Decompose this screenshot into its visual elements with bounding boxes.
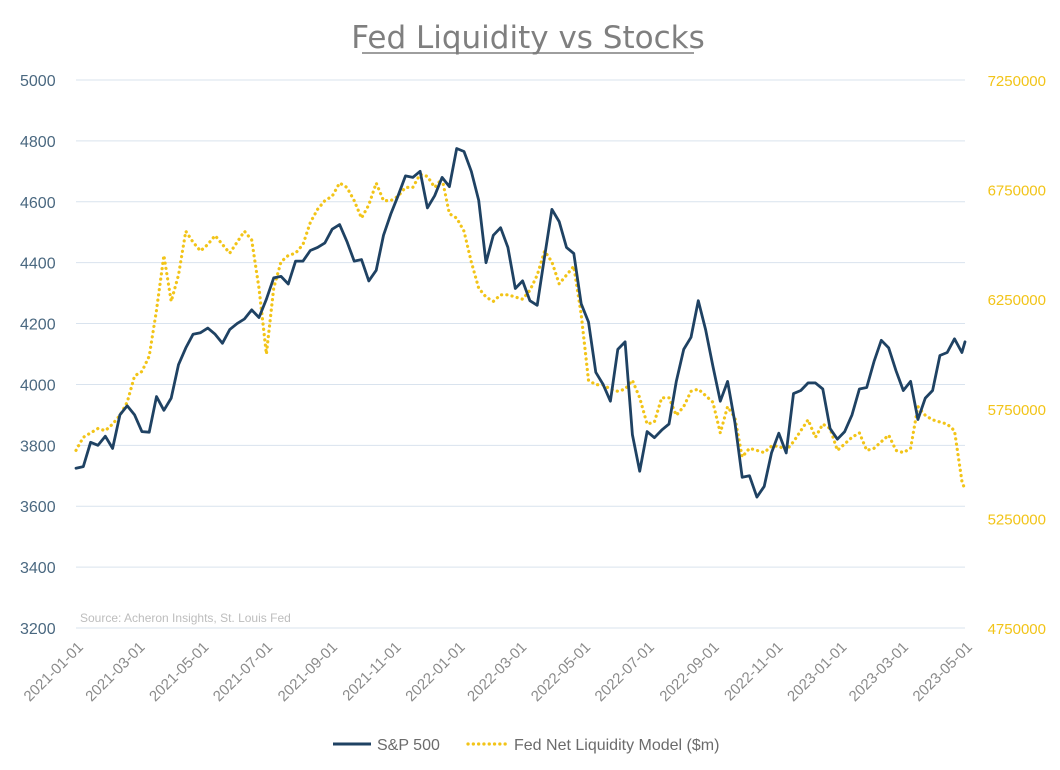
x-tick-label: 2021-01-01 [21, 639, 87, 705]
x-tick-label: 2021-05-01 [146, 639, 212, 705]
x-tick-label: 2021-03-01 [82, 639, 148, 705]
series-layer [74, 147, 967, 499]
left-tick-label: 4000 [20, 377, 56, 394]
left-tick-label: 3600 [20, 499, 56, 516]
left-tick-label: 4800 [20, 134, 56, 151]
left-tick-label: 3800 [20, 438, 56, 455]
source-note: Source: Acheron Insights, St. Louis Fed [80, 611, 291, 625]
sp500-series-line [74, 147, 967, 499]
liquidity-series-line [74, 172, 967, 492]
chart-title: Fed Liquidity vs Stocks [351, 20, 705, 56]
x-axis-ticks: 2021-01-012021-03-012021-05-012021-07-01… [21, 639, 976, 705]
x-tick-label: 2023-03-01 [846, 639, 912, 705]
x-tick-label: 2023-05-01 [910, 639, 976, 705]
right-axis-ticks: 4750000 5250000 5750000 6250000 6750000 72500… [988, 73, 1046, 638]
left-tick-label: 3200 [20, 621, 56, 638]
x-tick-label: 2022-11-01 [721, 639, 786, 704]
left-tick-label: 3400 [20, 560, 56, 577]
left-tick-label: 4400 [20, 256, 56, 273]
left-axis-ticks: 3200 3400 3600 3800 4000 4200 4400 4600 4800 5000 [20, 73, 56, 638]
left-tick-label: 5000 [20, 73, 56, 90]
right-tick-label: 6750000 [988, 183, 1046, 200]
legend: S&P 500 Fed Net Liquidity Model ($m) [333, 737, 719, 754]
x-tick-label: 2023-01-01 [784, 639, 850, 705]
x-tick-label: 2021-11-01 [339, 639, 404, 704]
x-tick-label: 2022-07-01 [592, 639, 658, 705]
x-tick-label: 2021-09-01 [275, 639, 341, 705]
x-tick-label: 2022-03-01 [464, 639, 530, 705]
left-tick-label: 4600 [20, 195, 56, 212]
legend-liquidity-label: Fed Net Liquidity Model ($m) [514, 737, 719, 754]
x-tick-label: 2022-05-01 [528, 639, 594, 705]
x-tick-label: 2022-09-01 [656, 639, 722, 705]
x-tick-label: 2022-01-01 [402, 639, 468, 705]
x-tick-label: 2021-07-01 [210, 639, 276, 705]
right-tick-label: 4750000 [988, 621, 1046, 638]
legend-sp500-label: S&P 500 [377, 737, 440, 754]
gridlines [76, 79, 965, 629]
right-tick-label: 7250000 [988, 73, 1046, 90]
left-tick-label: 4200 [20, 317, 56, 334]
right-tick-label: 6250000 [988, 292, 1046, 309]
right-tick-label: 5750000 [988, 402, 1046, 419]
right-tick-label: 5250000 [988, 511, 1046, 528]
